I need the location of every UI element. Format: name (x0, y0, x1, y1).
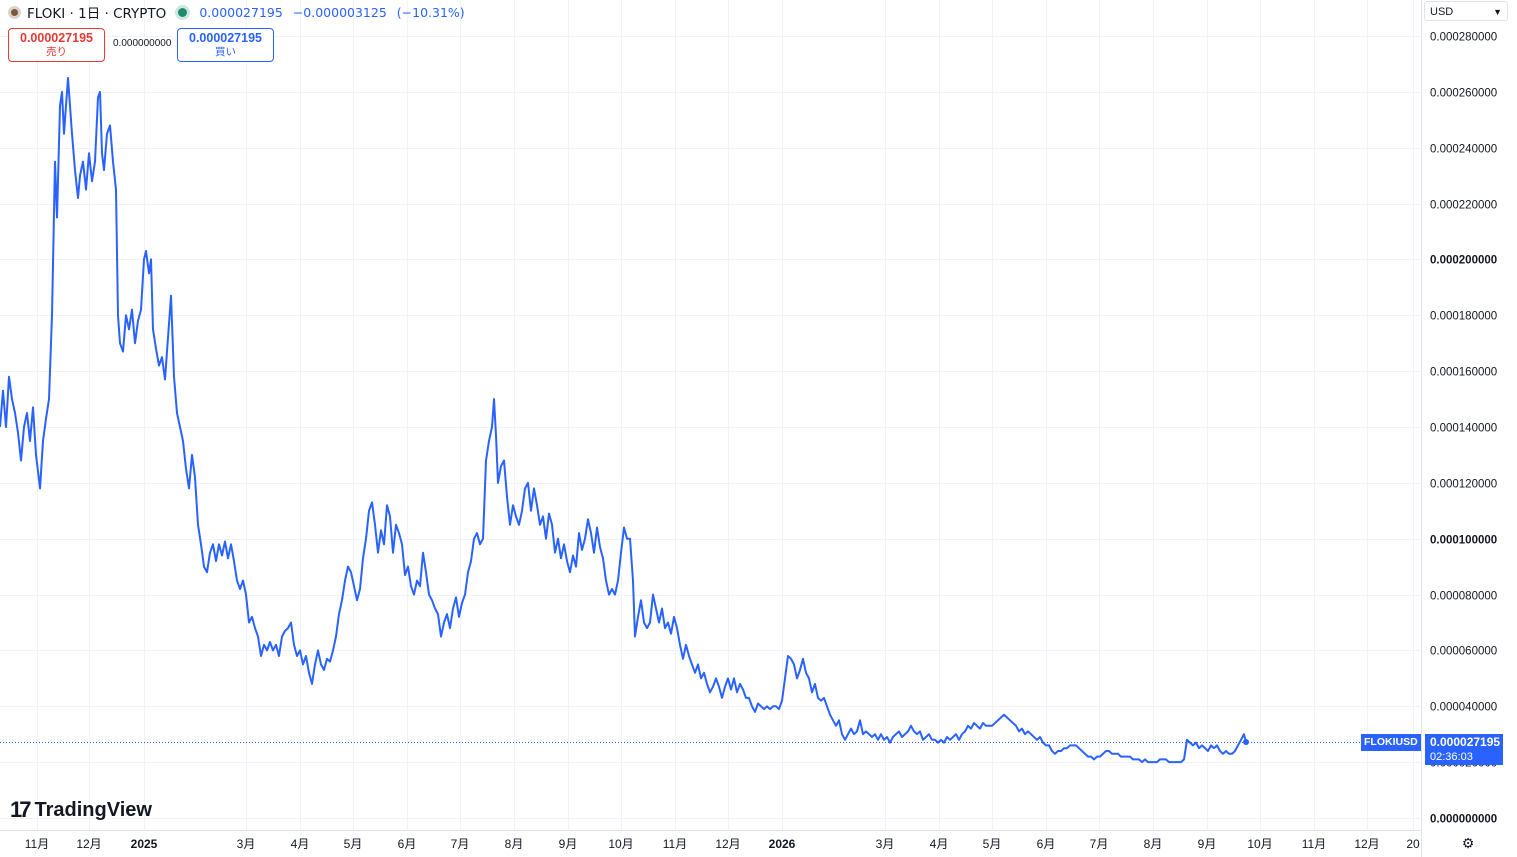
time-axis-tick-label: 2025 (131, 837, 158, 851)
price-axis-tick-label: 0.000040000 (1430, 702, 1497, 714)
price-axis-tick-label: 0.000100000 (1430, 535, 1497, 547)
price-axis-tick-label: 0.000180000 (1430, 311, 1497, 323)
sell-label: 売り (46, 46, 67, 58)
time-axis-tick-label: 6月 (1037, 837, 1056, 851)
price-axis-tick-label: 0.000140000 (1430, 423, 1497, 435)
buy-label: 買い (215, 46, 236, 58)
grid-lines (0, 0, 1421, 830)
buy-price: 0.000027195 (189, 31, 262, 45)
time-axis-tick-label: 12月 (76, 837, 101, 851)
sell-button[interactable]: 0.000027195 売り (8, 28, 105, 62)
currency-value: USD (1430, 6, 1454, 18)
spread-value: 0.000000000 (113, 38, 172, 49)
symbol-header: FLOKI · 1日 · CRYPTO 0.000027195 −0.00000… (8, 2, 471, 22)
time-axis-tick-label: 12月 (1354, 837, 1379, 851)
time-axis-tick-label: 2026 (769, 837, 796, 851)
price-axis-tick-label: 0.000120000 (1430, 479, 1497, 491)
price-axis-tick-label: 0.000160000 (1430, 367, 1497, 379)
chart-settings-gear-icon[interactable]: ⚙ (1461, 836, 1475, 852)
price-series-line (0, 76, 1247, 764)
time-axis-tick-label: 8月 (505, 837, 524, 851)
time-axis-tick-label: 9月 (1198, 837, 1217, 851)
price-axis-tick-label: 0.000240000 (1430, 144, 1497, 156)
time-axis-tick-label: 7月 (1090, 837, 1109, 851)
last-price-value: 0.000027195 (199, 4, 283, 20)
time-axis-tick-label: 7月 (451, 837, 470, 851)
last-price-dot (1243, 739, 1249, 746)
price-axis-tick-label: 0.000060000 (1430, 646, 1497, 658)
time-axis[interactable]: 11月 12月 2025 3月 4月 5月 6月 7月 8月 9月 10月 11月 12月 2026 3月 4… (25, 837, 1420, 851)
market-open-dot-icon (178, 7, 188, 17)
time-axis-tick-label: 20 (1406, 837, 1420, 851)
time-axis-tick-label: 3月 (876, 837, 895, 851)
bar-countdown: 02:36:03 (1430, 751, 1473, 763)
time-axis-tick-label: 3月 (237, 837, 256, 851)
price-axis-tick-label: 0.000280000 (1430, 32, 1497, 44)
time-axis-tick-label: 4月 (291, 837, 310, 851)
sell-price: 0.000027195 (20, 31, 93, 45)
price-axis-tick-label: 0.000200000 (1430, 255, 1497, 267)
brand-name: TradingView (34, 798, 152, 821)
floki-logo-icon (8, 5, 21, 19)
time-axis-tick-label: 6月 (398, 837, 417, 851)
time-axis-tick-label: 9月 (559, 837, 578, 851)
time-axis-tick-label: 4月 (930, 837, 949, 851)
time-axis-tick-label: 12月 (715, 837, 740, 851)
symbol-price-label: FLOKIUSD (1361, 734, 1421, 751)
price-axis[interactable]: 0.000280000 0.000260000 0.000240000 0.00022… (1430, 32, 1497, 826)
time-axis-tick-label: 10月 (1247, 837, 1272, 851)
buy-button[interactable]: 0.000027195 買い (177, 28, 274, 62)
time-axis-tick-label: 11月 (1302, 837, 1326, 851)
tradingview-mark-icon: 17 (10, 797, 32, 822)
chevron-down-icon: ▼ (1493, 7, 1502, 17)
time-axis-tick-label: 5月 (344, 837, 363, 851)
tradingview-logo[interactable]: 17 TradingView (10, 797, 152, 823)
price-axis-tick-label: 0.000000000 (1430, 814, 1497, 826)
price-axis-tick-label: 0.000260000 (1430, 88, 1497, 100)
change-percent: (−10.31%) (396, 4, 465, 20)
currency-select[interactable]: USD ▼ (1424, 1, 1508, 21)
time-axis-tick-label: 8月 (1144, 837, 1163, 851)
last-price-label-value: 0.000027195 (1430, 735, 1501, 749)
symbol-title[interactable]: FLOKI · 1日 · CRYPTO (27, 6, 167, 22)
time-axis-tick-label: 10月 (608, 837, 633, 851)
time-axis-tick-label: 11月 (663, 837, 687, 851)
time-axis-tick-label: 11月 (25, 837, 49, 851)
price-axis-tick-label: 0.000220000 (1430, 200, 1497, 212)
change-value: −0.000003125 (292, 4, 387, 20)
price-axis-tick-label: 0.000080000 (1430, 591, 1497, 603)
last-price-label: 0.000027195 02:36:03 (1425, 734, 1503, 765)
time-axis-tick-label: 5月 (983, 837, 1002, 851)
ohlc-values: 0.000027195 −0.000003125 (−10.31%) (199, 5, 470, 20)
